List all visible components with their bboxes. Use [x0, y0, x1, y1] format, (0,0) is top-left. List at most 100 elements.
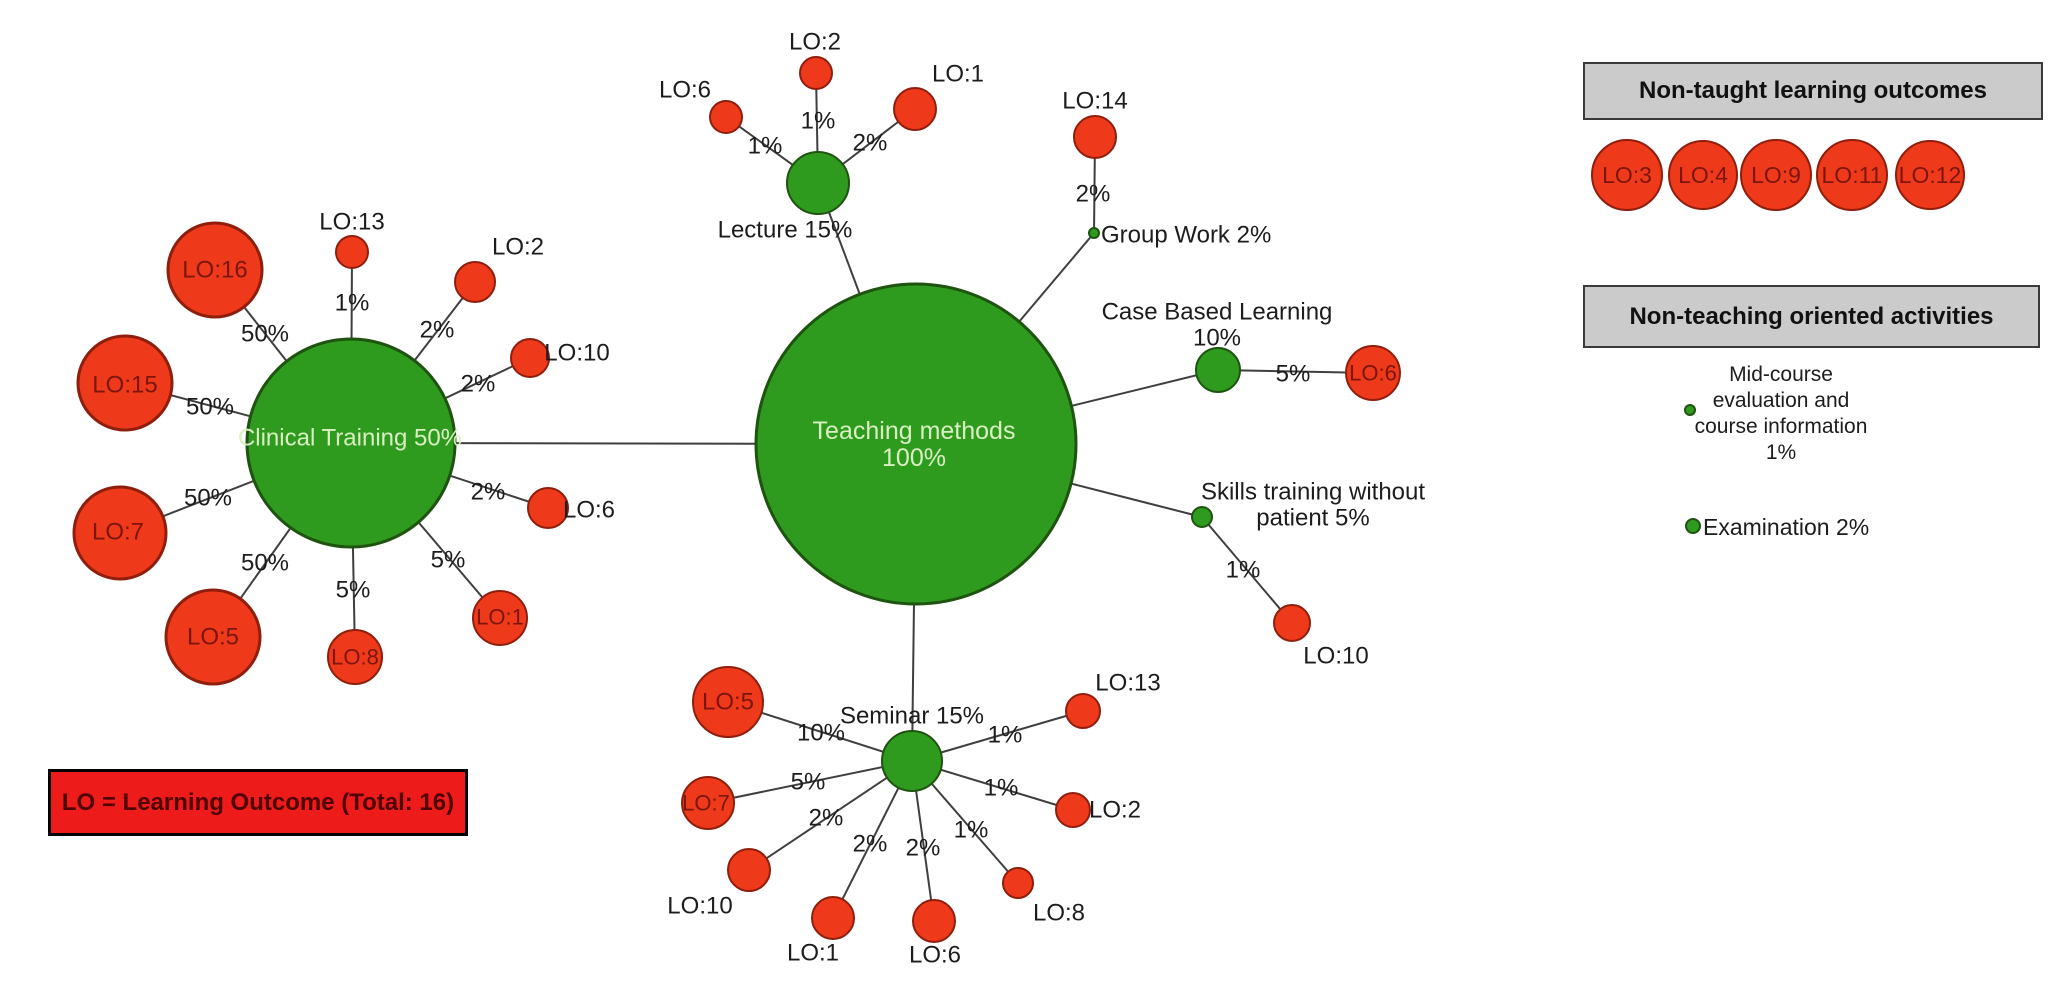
- g-lo14-label: LO:14: [1062, 88, 1127, 115]
- se-lo5-label: LO:5: [702, 689, 754, 716]
- c-lo10-label: LO:10: [544, 340, 609, 367]
- edge-label-seminar-se-lo8: 1%: [954, 817, 989, 844]
- edge-label-clinical-c-lo1: 5%: [431, 547, 466, 574]
- teaching-label: 100%: [882, 444, 946, 472]
- n-lo4-label: LO:4: [1678, 162, 1728, 188]
- seminar-label: Seminar 15%: [840, 703, 984, 730]
- n-lo9-label: LO:9: [1751, 162, 1801, 188]
- midcourse-note: Mid-course evaluation and course informa…: [1666, 362, 1896, 466]
- activity-dot-midcourse-dot: [1684, 404, 1696, 416]
- outcome-node-s-lo10: [1273, 604, 1311, 642]
- se-lo2-label: LO:2: [1089, 797, 1141, 824]
- l-lo1-label: LO:1: [932, 61, 984, 88]
- edge-label-clinical-c-lo10: 2%: [461, 371, 496, 398]
- outcome-node-c-lo13: [335, 235, 369, 269]
- cbl-label: 10%: [1193, 325, 1241, 352]
- cb-lo6-label: LO:6: [1349, 361, 1397, 386]
- skills-label: Skills training without: [1201, 479, 1425, 506]
- midcourse-line-3: course information: [1694, 415, 1868, 438]
- edge-label-skills-s-lo10: 1%: [1226, 557, 1261, 584]
- se-lo13-label: LO:13: [1095, 670, 1160, 697]
- edge-label-clinical-c-lo6: 2%: [471, 479, 506, 506]
- outcome-node-se-lo5: [692, 666, 764, 738]
- lecture-label: Lecture 15%: [718, 217, 853, 244]
- edge-label-clinical-c-lo15: 50%: [186, 394, 234, 421]
- n-lo11-label: LO:11: [1822, 162, 1883, 188]
- s-lo10-label: LO:10: [1303, 643, 1368, 670]
- edge-label-lecture-l-lo1: 2%: [853, 130, 888, 157]
- legend-non-teaching-title: Non-teaching oriented activities: [1629, 302, 1994, 330]
- c-lo6-label: LO:6: [563, 497, 615, 524]
- outcome-node-cb-lo6: [1345, 345, 1401, 401]
- outcome-node-se-lo10: [727, 848, 771, 892]
- activity-dot-skills: [1191, 506, 1213, 528]
- legend-non-taught-title: Non-taught learning outcomes: [1639, 77, 1987, 104]
- edge-label-clinical-c-lo7: 50%: [184, 485, 232, 512]
- outcome-node-n-lo12: [1895, 140, 1965, 210]
- midcourse-line-1: Mid-course: [1729, 363, 1833, 386]
- method-node-cbl: [1195, 347, 1241, 393]
- outcome-node-g-lo14: [1073, 115, 1117, 159]
- c-lo15-label: LO:15: [92, 372, 157, 399]
- midcourse-line-4: 1%: [1765, 441, 1797, 464]
- edge-label-clinical-c-lo13: 1%: [335, 290, 370, 317]
- edge-label-lecture-l-lo6: 1%: [748, 133, 783, 160]
- activity-dot-groupwork: [1088, 227, 1100, 239]
- c-lo1-label: LO:1: [476, 605, 524, 630]
- edge-label-seminar-se-lo13: 1%: [988, 722, 1023, 749]
- outcome-node-n-lo3: [1591, 139, 1663, 211]
- legend-non-taught-box: Non-taught learning outcomes: [1583, 62, 2043, 120]
- outcome-node-c-lo15: [76, 334, 174, 432]
- legend-non-teaching-box: Non-teaching oriented activities: [1583, 285, 2040, 348]
- c-lo16-label: LO:16: [182, 257, 247, 284]
- activity-dot-exam-dot: [1685, 518, 1701, 534]
- edge-seminar-se-lo10: [748, 760, 913, 871]
- examination-note: Examination 2%: [1703, 514, 1870, 540]
- edge-label-clinical-c-lo5: 50%: [241, 550, 289, 577]
- edge-label-groupwork-g-lo14: 2%: [1076, 181, 1111, 208]
- se-lo10-label: LO:10: [667, 893, 732, 920]
- clinical-label: Clinical Training 50%: [238, 425, 462, 452]
- outcome-node-c-lo16: [166, 221, 264, 319]
- edge-label-lecture-l-lo2: 1%: [801, 108, 836, 135]
- edge-label-seminar-se-lo6: 2%: [906, 835, 941, 862]
- edge-label-seminar-se-lo7: 5%: [791, 769, 826, 796]
- se-lo6-label: LO:6: [909, 942, 961, 969]
- method-node-lecture: [786, 151, 850, 215]
- outcome-node-se-lo1: [811, 896, 855, 940]
- c-lo8-label: LO:8: [331, 645, 379, 670]
- outcome-node-n-lo9: [1740, 139, 1812, 211]
- cbl-label: Case Based Learning: [1102, 299, 1333, 326]
- outcome-node-n-lo11: [1816, 139, 1888, 211]
- outcome-node-c-lo2: [454, 261, 496, 303]
- edge-label-seminar-se-lo5: 10%: [797, 720, 845, 747]
- lo-definition-box: LO = Learning Outcome (Total: 16): [48, 769, 468, 836]
- c-lo7-label: LO:7: [92, 519, 144, 546]
- groupwork-label: Group Work 2%: [1101, 222, 1271, 249]
- outcome-node-c-lo8: [327, 629, 383, 685]
- method-node-teaching: [754, 282, 1078, 606]
- c-lo5-label: LO:5: [187, 624, 239, 651]
- midcourse-line-2: evaluation and: [1712, 389, 1850, 412]
- teaching-label: Teaching methods: [813, 417, 1016, 445]
- outcome-node-l-lo1: [893, 87, 937, 131]
- edge-skills-s-lo10: [1201, 516, 1293, 624]
- n-lo3-label: LO:3: [1602, 162, 1652, 188]
- l-lo2-label: LO:2: [789, 29, 841, 56]
- outcome-node-l-lo6: [709, 100, 743, 134]
- outcome-node-c-lo1: [472, 590, 528, 646]
- outcome-node-se-lo2: [1055, 792, 1091, 828]
- se-lo8-label: LO:8: [1033, 900, 1085, 927]
- l-lo6-label: LO:6: [659, 77, 711, 104]
- n-lo12-label: LO:12: [1899, 162, 1962, 188]
- outcome-node-c-lo5: [164, 588, 262, 686]
- method-node-seminar: [881, 730, 943, 792]
- outcome-node-se-lo7: [681, 776, 735, 830]
- edge-label-seminar-se-lo1: 2%: [853, 831, 888, 858]
- edge-label-cbl-cb-lo6: 5%: [1276, 361, 1311, 388]
- edge-label-clinical-c-lo2: 2%: [420, 317, 455, 344]
- outcome-node-c-lo10: [510, 338, 550, 378]
- outcome-node-se-lo13: [1065, 693, 1101, 729]
